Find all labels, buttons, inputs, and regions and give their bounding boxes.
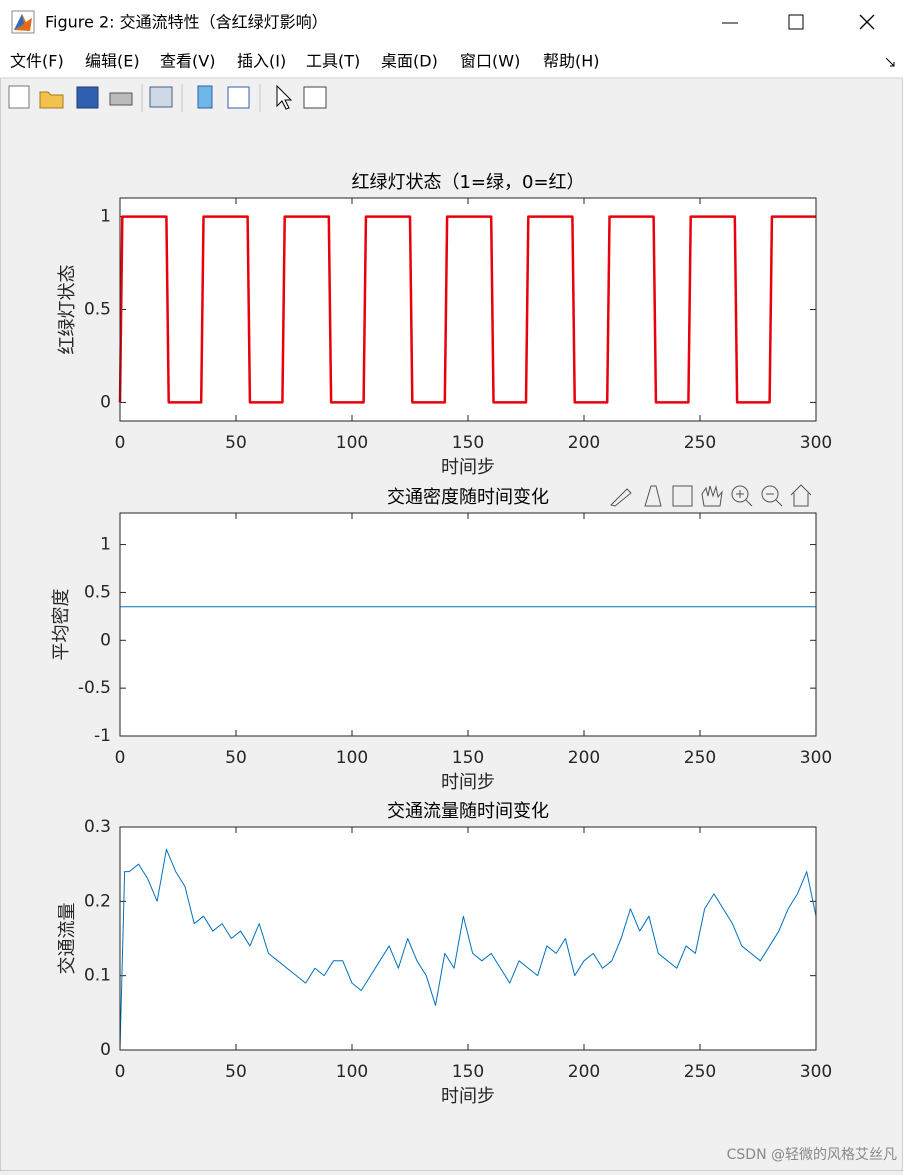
menu-item[interactable]: 桌面(D): [381, 52, 438, 71]
y-tick-label: 0.5: [84, 300, 111, 320]
y-tick-label: 1: [100, 535, 111, 555]
menu-item[interactable]: 帮助(H): [543, 52, 600, 71]
x-tick-label: 300: [800, 1062, 832, 1082]
menu-item[interactable]: 查看(V): [160, 52, 215, 71]
menu-item[interactable]: 编辑(E): [85, 52, 140, 71]
save-icon[interactable]: [76, 86, 99, 109]
x-tick-label: 50: [225, 433, 247, 453]
close-button[interactable]: [859, 14, 875, 30]
chart-title: 交通密度随时间变化: [387, 487, 549, 508]
x-tick-label: 100: [336, 1062, 368, 1082]
x-tick-label: 0: [115, 433, 126, 453]
x-axis-label: 时间步: [441, 457, 495, 478]
zoom-in-icon[interactable]: [731, 485, 753, 507]
window-title: Figure 2: 交通流特性（含红绿灯影响）: [45, 13, 328, 32]
y-tick-label: 0.3: [84, 817, 111, 837]
x-tick-label: 50: [225, 748, 247, 768]
maximize-button[interactable]: [788, 14, 804, 30]
zoom-out-icon[interactable]: [761, 485, 783, 507]
x-axis-label: 时间步: [441, 772, 495, 793]
y-tick-label: -0.5: [78, 678, 111, 698]
toolbar: [8, 84, 327, 112]
link-icon[interactable]: [149, 86, 173, 108]
data-line: [119, 848, 817, 1051]
y-tick-label: 0.5: [84, 582, 111, 602]
menu-item[interactable]: 插入(I): [237, 52, 286, 71]
x-tick-label: 0: [115, 1062, 126, 1082]
property-icon[interactable]: [303, 86, 327, 109]
print-icon[interactable]: [109, 92, 133, 106]
menu-items: 文件(F) 编辑(E) 查看(V) 插入(I) 工具(T) 桌面(D) 窗口(W) 帮助(H): [10, 52, 600, 71]
x-tick-label: 200: [568, 748, 600, 768]
axes-background: [120, 198, 816, 421]
x-tick-label: 200: [568, 1062, 600, 1082]
y-axis-label: 交通流量: [57, 903, 78, 975]
x-tick-label: 150: [452, 748, 484, 768]
chart-title: 红绿灯状态（1=绿，0=红）: [351, 172, 584, 193]
pan-icon[interactable]: [701, 485, 723, 507]
menu-item[interactable]: 窗口(W): [460, 52, 520, 71]
x-tick-label: 250: [684, 1062, 716, 1082]
data-line: [118, 215, 816, 404]
y-axis-label: 平均密度: [51, 589, 72, 661]
menu-item[interactable]: 工具(T): [306, 52, 360, 71]
axes-box: [119, 826, 817, 1051]
axes-box: [119, 512, 817, 737]
pan-list-icon[interactable]: [672, 485, 693, 507]
x-tick-label: 250: [684, 433, 716, 453]
x-tick-label: 100: [336, 748, 368, 768]
x-tick-label: 50: [225, 1062, 247, 1082]
x-tick-label: 100: [336, 433, 368, 453]
colorbar-icon[interactable]: [197, 85, 213, 109]
menu-bar: [0, 46, 903, 78]
x-tick-label: 200: [568, 433, 600, 453]
window-controls[interactable]: [722, 14, 875, 30]
new-icon[interactable]: [8, 85, 30, 109]
title-bar: [0, 0, 903, 46]
watermark: CSDN @轻微的风格艾丝凡: [727, 1147, 897, 1163]
data-tip-icon[interactable]: [644, 485, 662, 507]
y-tick-label: 0.2: [84, 891, 111, 911]
menu-item[interactable]: 文件(F): [10, 52, 64, 71]
app-icon: [11, 10, 35, 34]
y-tick-label: 0: [100, 630, 111, 650]
home-icon[interactable]: [790, 484, 812, 507]
axes-toolbar: [610, 484, 812, 507]
x-tick-label: 300: [800, 748, 832, 768]
y-tick-label: 0: [100, 392, 111, 412]
y-tick-label: -1: [94, 726, 111, 746]
y-tick-label: 0: [100, 1040, 111, 1060]
pointer-icon[interactable]: [276, 84, 293, 110]
y-tick-label: 0.1: [84, 966, 111, 986]
axes-background: [120, 827, 816, 1050]
x-tick-label: 150: [452, 1062, 484, 1082]
chart-title: 交通流量随时间变化: [387, 801, 549, 822]
axes-background: [120, 513, 816, 736]
y-tick-label: 1: [100, 207, 111, 227]
menu-arrow[interactable]: [885, 57, 895, 67]
y-axis-label: 红绿灯状态: [57, 265, 78, 355]
axes-box: [119, 197, 817, 422]
x-tick-label: 150: [452, 433, 484, 453]
x-tick-label: 250: [684, 748, 716, 768]
x-axis-label: 时间步: [441, 1086, 495, 1107]
brush-icon[interactable]: [610, 488, 632, 507]
legend-icon[interactable]: [227, 86, 250, 109]
x-tick-label: 0: [115, 748, 126, 768]
open-icon[interactable]: [39, 91, 64, 109]
x-tick-label: 300: [800, 433, 832, 453]
